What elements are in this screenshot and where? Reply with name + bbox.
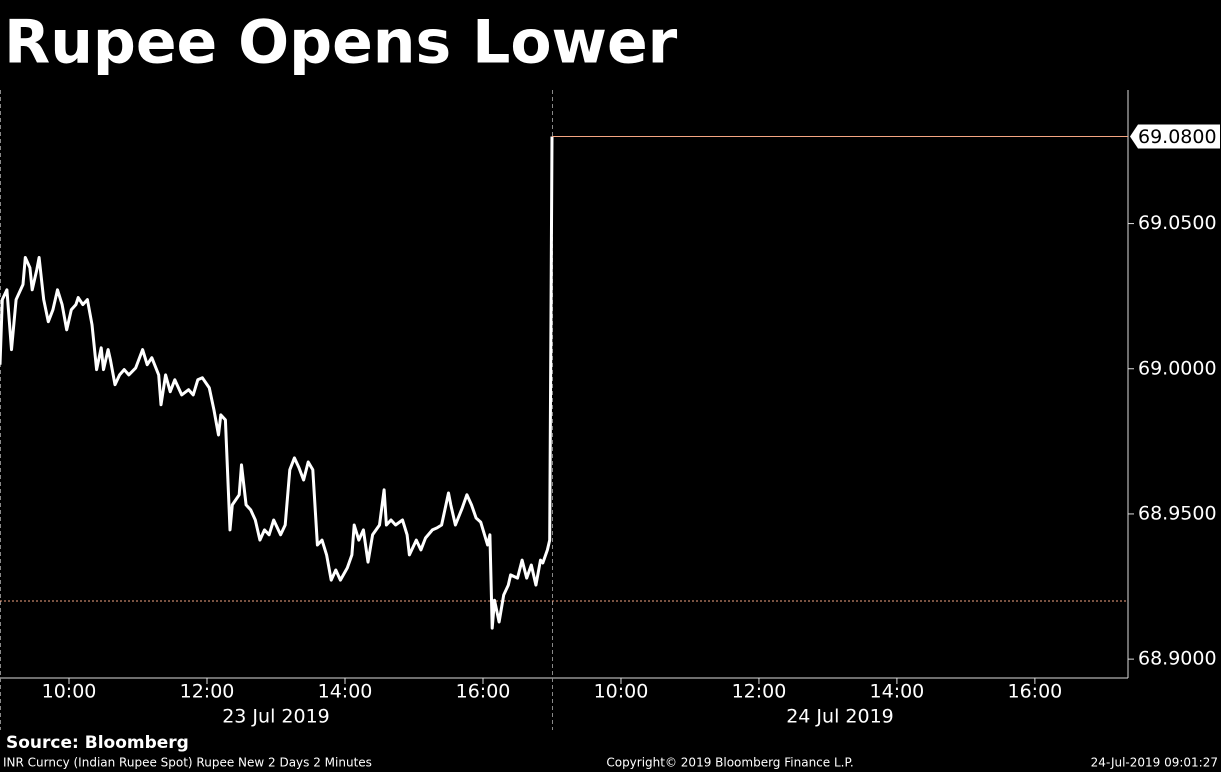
x-tick-label: 12:00 [732,681,787,703]
x-tick-label: 16:00 [1007,681,1062,703]
last-value-label: 69.0800 [1138,126,1217,148]
day-label: 23 Jul 2019 [222,706,330,728]
y-tick-label: 68.9500 [1138,502,1217,524]
footer-right: 24-Jul-2019 09:01:27 [1091,756,1218,770]
x-tick-label: 10:00 [42,681,97,703]
x-tick-label: 14:00 [318,681,373,703]
price-line [0,136,554,630]
chart-title: Rupee Opens Lower [4,8,678,78]
day-label: 24 Jul 2019 [786,706,894,728]
source: Source: Bloomberg [6,733,189,753]
y-tick-label: 69.0000 [1138,357,1217,379]
y-tick-label: 69.0500 [1138,212,1217,234]
y-tick-label: 68.9000 [1138,648,1217,670]
x-tick-label: 14:00 [870,681,925,703]
x-tick-label: 16:00 [456,681,511,703]
last-value-tag [1130,124,1220,149]
x-tick-label: 12:00 [180,681,235,703]
footer-center: Copyright© 2019 Bloomberg Finance L.P. [606,756,853,770]
footer-left: INR Curncy (Indian Rupee Spot) Rupee New… [3,756,372,770]
x-tick-label: 10:00 [594,681,649,703]
